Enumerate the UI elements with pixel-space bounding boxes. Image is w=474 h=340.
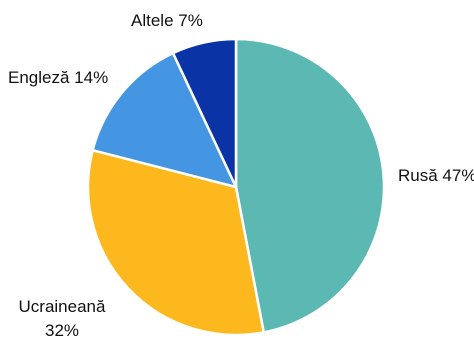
pie-slice-1 xyxy=(86,148,265,337)
pie-label-2: Engleză 14% xyxy=(8,68,108,87)
pie-label-1-line-1: 32% xyxy=(45,321,79,340)
pie-label-3-line-0: Altele 7% xyxy=(131,11,203,30)
pie-label-1-line-0: Ucraineană xyxy=(19,297,106,316)
pie-label-2-line-0: Engleză 14% xyxy=(8,68,108,87)
pie-slices xyxy=(86,37,386,337)
pie-label-0-line-0: Rusă 47% xyxy=(398,166,474,185)
pie-labels: Rusă 47% Ucraineană 32% Engleză 14% Altele 7… xyxy=(8,11,474,340)
pie-slice-2 xyxy=(91,51,238,189)
pie-label-3: Altele 7% xyxy=(131,11,203,30)
pie-slice-3 xyxy=(171,37,238,189)
pie-slice-0 xyxy=(234,37,386,334)
pie-label-1: Ucraineană 32% xyxy=(19,297,106,340)
pie-label-0: Rusă 47% xyxy=(398,166,474,185)
